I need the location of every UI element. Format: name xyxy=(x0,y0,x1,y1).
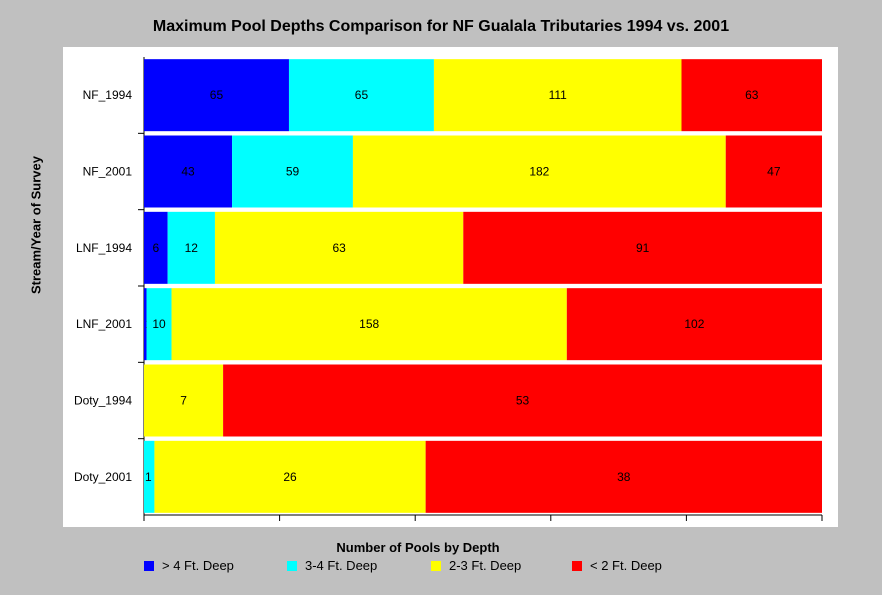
data-label: 59 xyxy=(286,165,300,179)
bar-segment xyxy=(144,211,168,284)
bar-segment xyxy=(144,364,224,437)
y-axis-label: Stream/Year of Survey xyxy=(28,155,44,295)
bar-segment xyxy=(223,364,823,437)
bar-segment xyxy=(433,59,682,132)
legend-item: 3-4 Ft. Deep xyxy=(287,558,377,573)
legend-swatch xyxy=(431,560,441,571)
data-label: 10 xyxy=(152,317,166,331)
bar-segment xyxy=(681,59,822,132)
data-label: 12 xyxy=(185,241,199,255)
data-label: 63 xyxy=(745,88,759,102)
legend-label: < 2 Ft. Deep xyxy=(590,558,662,573)
bar-segment xyxy=(232,135,353,208)
legend-item: > 4 Ft. Deep xyxy=(144,558,234,573)
bar-segment xyxy=(288,59,434,132)
bar-segment xyxy=(425,440,822,513)
data-label: 65 xyxy=(355,88,369,102)
legend-label: 3-4 Ft. Deep xyxy=(305,558,378,573)
stacked-bar-chart: 65 65 111 63 NF_1994 43 59 182 47 NF_2001 6 12 63 91 L… xyxy=(74,57,823,521)
category-label: NF_1994 xyxy=(83,88,133,102)
legend-item: 2-3 Ft. Deep xyxy=(431,558,521,573)
bar-segment xyxy=(725,135,822,208)
data-label: 182 xyxy=(529,165,549,179)
category-label: Doty_1994 xyxy=(74,394,132,408)
data-label: 102 xyxy=(684,317,704,331)
category-label: LNF_1994 xyxy=(76,241,132,255)
bar-segment xyxy=(463,211,822,284)
data-label: 47 xyxy=(767,165,781,179)
plot-area: 65 65 111 63 NF_1994 43 59 182 47 NF_2001 6 12 63 91 L… xyxy=(63,47,838,527)
data-label: 6 xyxy=(152,241,159,255)
bar-segment xyxy=(144,288,147,361)
legend-swatch xyxy=(144,560,154,571)
data-label: 158 xyxy=(359,317,379,331)
bar-segment xyxy=(171,288,567,361)
legend-item: < 2 Ft. Deep xyxy=(572,558,662,573)
legend-swatch xyxy=(572,560,582,571)
category-label: Doty_2001 xyxy=(74,470,132,484)
bar-segment xyxy=(154,440,426,513)
legend-label: > 4 Ft. Deep xyxy=(162,558,234,573)
bar-segment xyxy=(146,288,172,361)
bar-segment xyxy=(566,288,822,361)
data-label: 26 xyxy=(283,470,297,484)
data-label: 91 xyxy=(636,241,650,255)
bar-segment xyxy=(214,211,464,284)
bar-segment xyxy=(167,211,215,284)
data-label: 53 xyxy=(516,394,530,408)
data-label: 63 xyxy=(332,241,346,255)
legend-swatch xyxy=(287,560,297,571)
category-label: NF_2001 xyxy=(83,165,133,179)
data-label: 38 xyxy=(617,470,631,484)
chart-title: Maximum Pool Depths Comparison for NF Gu… xyxy=(152,18,730,35)
category-label: LNF_2001 xyxy=(76,317,132,331)
data-label: 7 xyxy=(180,394,187,408)
data-label: 111 xyxy=(549,88,568,102)
legend-label: 2-3 Ft. Deep xyxy=(449,558,522,573)
data-label: 65 xyxy=(210,88,224,102)
data-label: 1 xyxy=(145,470,152,484)
bar-segment xyxy=(144,440,155,513)
data-label: 43 xyxy=(181,165,195,179)
bar-segment xyxy=(144,135,233,208)
bar-segment xyxy=(352,135,726,208)
bar-segment xyxy=(144,59,289,132)
x-axis-label: Number of Pools by Depth xyxy=(336,540,500,555)
legend: > 4 Ft. Deep 3-4 Ft. Deep 2-3 Ft. Deep < 2 … xyxy=(0,558,882,578)
